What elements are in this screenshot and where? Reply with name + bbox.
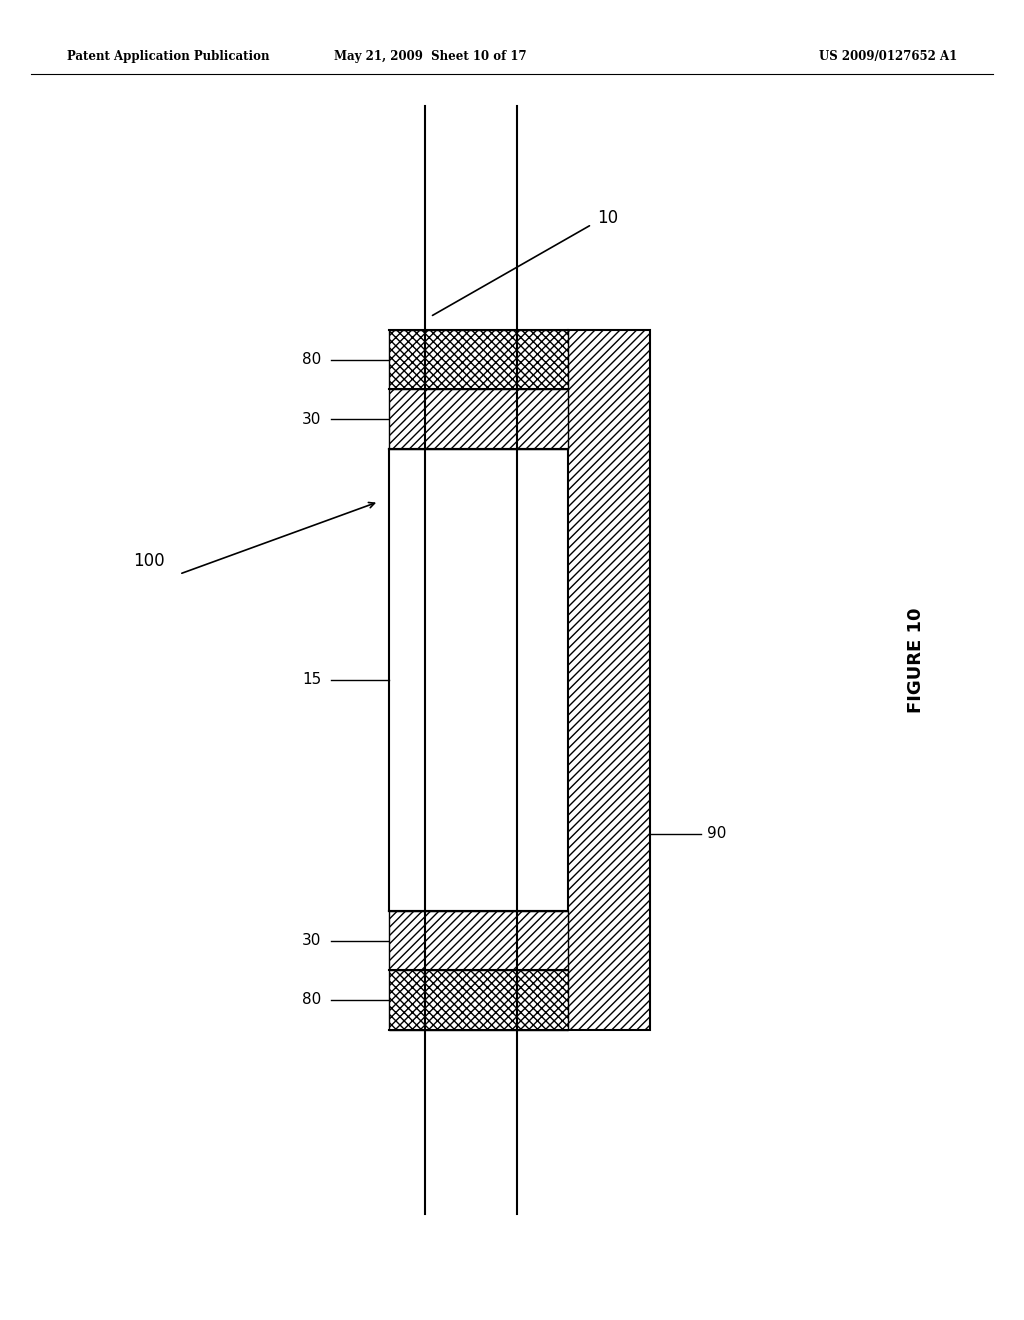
Text: Patent Application Publication: Patent Application Publication (67, 50, 269, 63)
Text: 80: 80 (302, 993, 322, 1007)
Text: 15: 15 (302, 672, 322, 688)
Text: 90: 90 (707, 826, 726, 841)
Bar (389, 911, 568, 970)
Text: May 21, 2009  Sheet 10 of 17: May 21, 2009 Sheet 10 of 17 (334, 50, 526, 63)
Text: US 2009/0127652 A1: US 2009/0127652 A1 (819, 50, 957, 63)
Text: 100: 100 (133, 552, 165, 570)
Text: 10: 10 (597, 209, 618, 227)
Text: FIGURE 10: FIGURE 10 (907, 607, 926, 713)
Text: 30: 30 (302, 412, 322, 426)
Bar (389, 970, 568, 1030)
Bar (389, 449, 568, 911)
Text: 80: 80 (302, 352, 322, 367)
Bar (389, 389, 568, 449)
Bar (389, 330, 568, 389)
Text: 30: 30 (302, 933, 322, 948)
Bar (568, 330, 650, 1030)
